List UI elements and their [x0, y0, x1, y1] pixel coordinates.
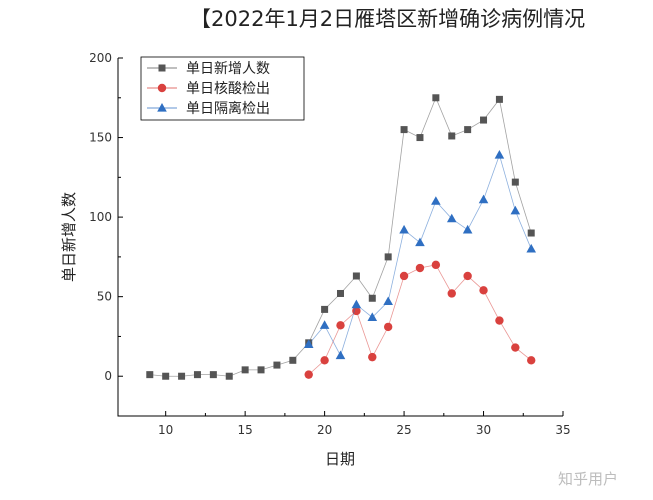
watermark: 知乎用户	[558, 470, 618, 488]
data-point	[495, 316, 504, 325]
y-tick-label: 0	[104, 369, 112, 383]
chart-title: 【2022年1月2日雁塔区新增确诊病例情况	[190, 7, 585, 31]
x-tick-label: 20	[317, 423, 332, 437]
data-point	[432, 94, 440, 102]
data-point	[494, 150, 505, 159]
series-2	[304, 260, 536, 379]
legend-box	[140, 56, 305, 121]
data-point	[368, 294, 376, 302]
y-tick-label: 50	[97, 290, 112, 304]
data-point	[352, 306, 361, 316]
data-point	[289, 356, 297, 364]
data-point	[178, 372, 186, 380]
x-tick-label: 25	[396, 423, 411, 437]
data-point	[526, 243, 537, 253]
legend-label: 单日隔离检出	[186, 100, 270, 117]
data-point	[367, 312, 378, 321]
x-tick-label: 30	[476, 423, 491, 437]
legend-marker	[158, 64, 166, 72]
legend-marker	[157, 83, 167, 93]
y-tick-label: 200	[89, 51, 112, 65]
data-point	[273, 361, 281, 369]
series-line	[149, 96, 532, 377]
y-axis-label: 单日新增人数	[60, 192, 78, 282]
legend-marker	[157, 103, 167, 112]
data-point	[225, 372, 233, 380]
x-axis-label: 日期	[325, 450, 355, 468]
data-point	[351, 299, 362, 309]
legend-label: 单日核酸检出	[186, 81, 270, 97]
data-point	[447, 289, 456, 298]
data-point	[368, 352, 377, 362]
data-point	[320, 356, 329, 365]
data-point	[527, 229, 535, 237]
data-point	[478, 194, 489, 204]
data-point	[193, 371, 201, 379]
data-point	[321, 305, 329, 313]
y-tick-label: 150	[89, 131, 112, 145]
series-lines	[146, 94, 537, 380]
data-point	[400, 126, 408, 134]
data-point	[209, 371, 217, 379]
data-point	[384, 253, 392, 261]
data-point	[399, 224, 409, 234]
data-point	[415, 263, 425, 273]
data-point	[431, 196, 441, 205]
data-point	[241, 366, 249, 374]
series-1	[146, 94, 535, 380]
x-tick-label: 10	[158, 423, 173, 437]
data-point	[511, 343, 520, 352]
data-point	[399, 271, 409, 281]
legend-label: 单日新增人数	[186, 61, 270, 77]
data-point	[511, 178, 519, 186]
data-point	[415, 237, 425, 247]
data-point	[527, 356, 536, 365]
data-point	[463, 271, 472, 281]
data-point	[303, 339, 314, 348]
data-point	[462, 224, 473, 234]
y-tick-label: 100	[89, 210, 112, 224]
x-tick-label: 15	[238, 423, 253, 437]
data-point	[319, 320, 330, 329]
data-point	[383, 296, 393, 306]
x-tick-label: 35	[555, 423, 570, 437]
data-point	[383, 322, 393, 332]
data-point	[480, 116, 488, 124]
data-point	[448, 132, 456, 140]
data-point	[162, 372, 170, 380]
series-3	[303, 150, 537, 360]
axes: 10 15 20 25 30 35 0 50 100 150 200	[89, 51, 571, 437]
data-point	[446, 213, 457, 223]
data-point	[464, 126, 472, 134]
data-point	[257, 366, 265, 374]
data-point	[495, 95, 503, 103]
data-point	[479, 286, 488, 295]
data-point	[337, 289, 344, 297]
data-point	[335, 350, 346, 360]
data-point	[336, 321, 345, 330]
data-point	[510, 205, 521, 215]
data-point	[431, 260, 441, 270]
data-point	[146, 371, 154, 379]
data-point	[416, 134, 424, 142]
data-point	[304, 370, 313, 379]
data-point	[352, 272, 360, 280]
